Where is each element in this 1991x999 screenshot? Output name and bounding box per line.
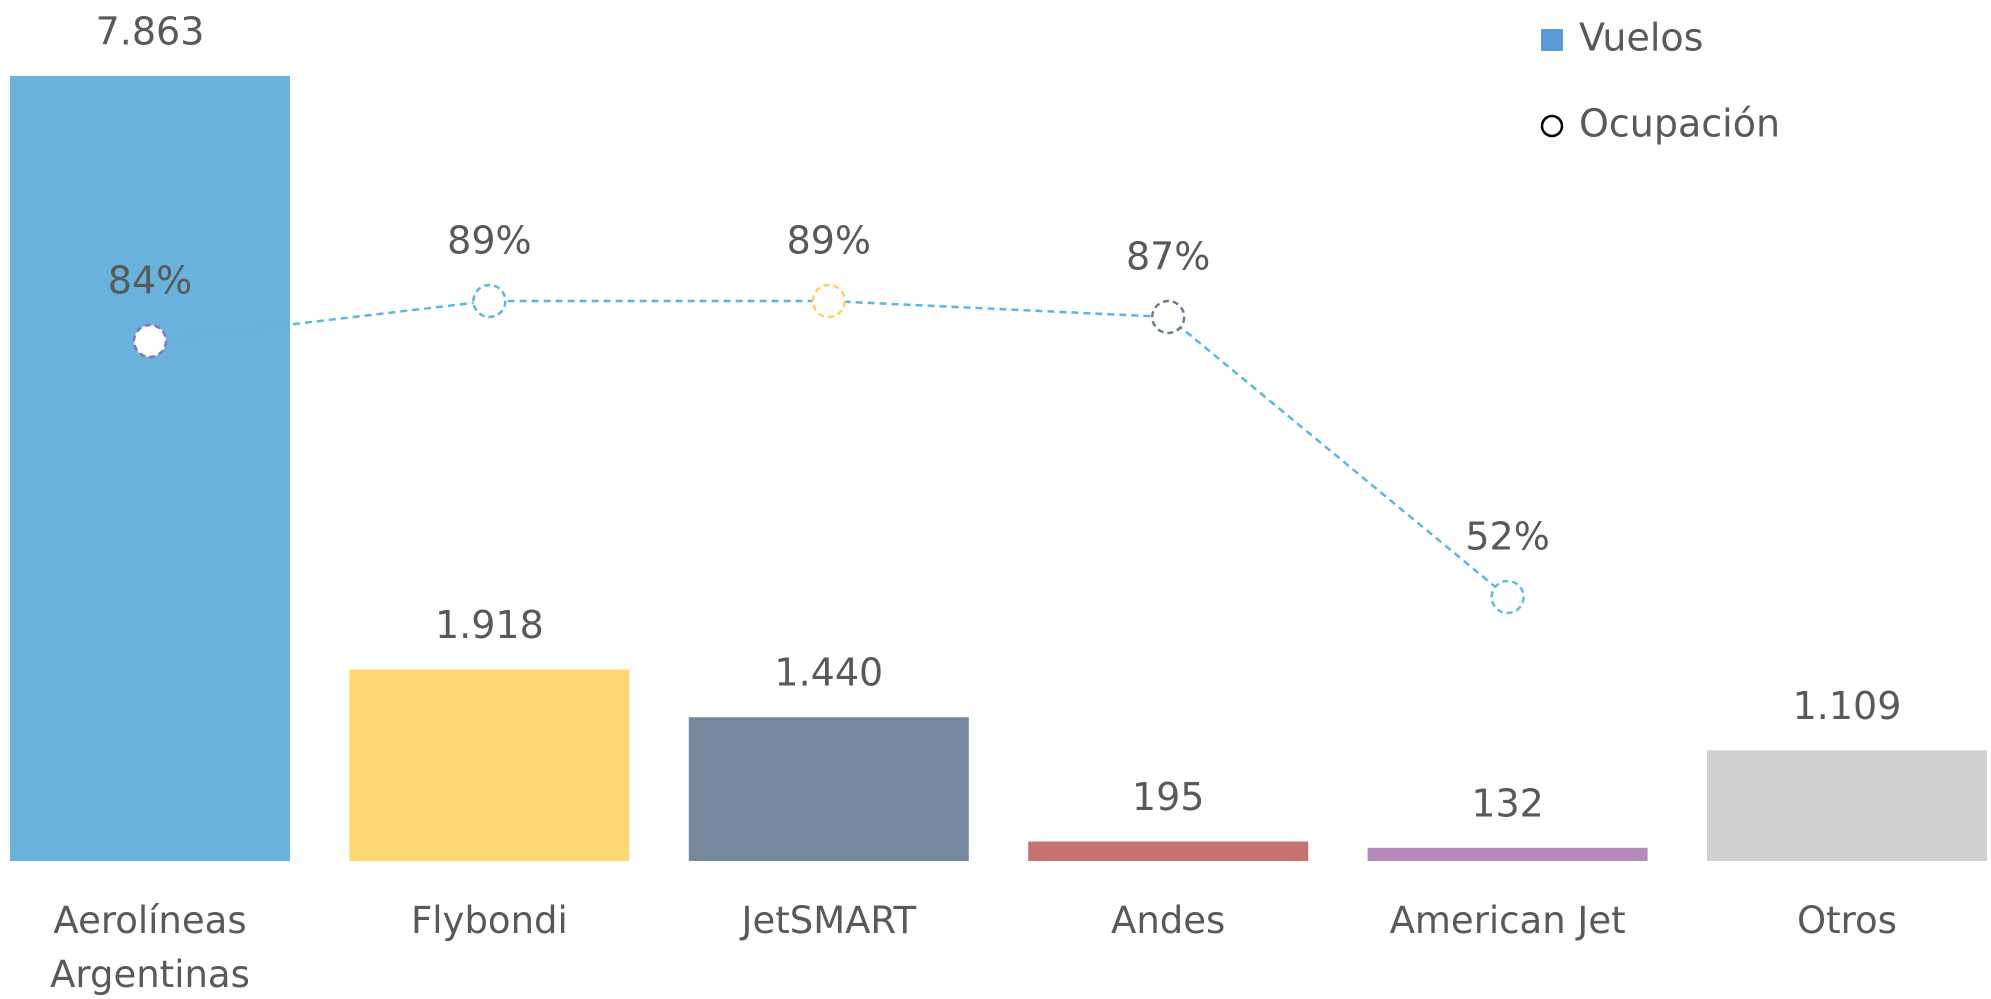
bar: [1028, 841, 1309, 861]
data-label: 84%: [108, 259, 192, 303]
x-tick-label: Aerolíneas Argentinas: [50, 899, 250, 996]
marker: [1490, 579, 1525, 615]
data-label: 52%: [1465, 515, 1549, 559]
x-tick-label: Andes: [1111, 899, 1226, 942]
data-label: 1.440: [774, 651, 883, 695]
data-label: 195: [1132, 775, 1205, 819]
marker: [1150, 299, 1186, 335]
x-tick-label: American Jet: [1389, 899, 1626, 942]
line: [149, 299, 1509, 598]
x-tick-label: JetSMART: [741, 899, 917, 942]
marker: [811, 283, 847, 319]
legend-label: Ocupación: [1579, 102, 1780, 146]
data-label: 132: [1471, 781, 1544, 825]
legend-label: Vuelos: [1579, 16, 1703, 60]
data-label: 89%: [787, 219, 871, 263]
marker: [472, 283, 507, 319]
marker: [132, 323, 168, 359]
bar: [1707, 750, 1987, 861]
x-tick-label: Otros: [1797, 899, 1897, 942]
data-label: 89%: [447, 219, 531, 263]
data-label: 1.918: [435, 603, 544, 647]
legend-swatch: [1541, 29, 1563, 51]
legend-swatch: [1540, 114, 1564, 138]
data-label: 87%: [1126, 235, 1210, 279]
bar: [10, 76, 290, 861]
data-label: 7.863: [96, 10, 205, 54]
bar: [349, 669, 630, 861]
x-tick-label: Flybondi: [410, 899, 568, 942]
bar: [688, 717, 969, 861]
data-label: 1.109: [1793, 684, 1902, 728]
bar: [1367, 847, 1648, 861]
